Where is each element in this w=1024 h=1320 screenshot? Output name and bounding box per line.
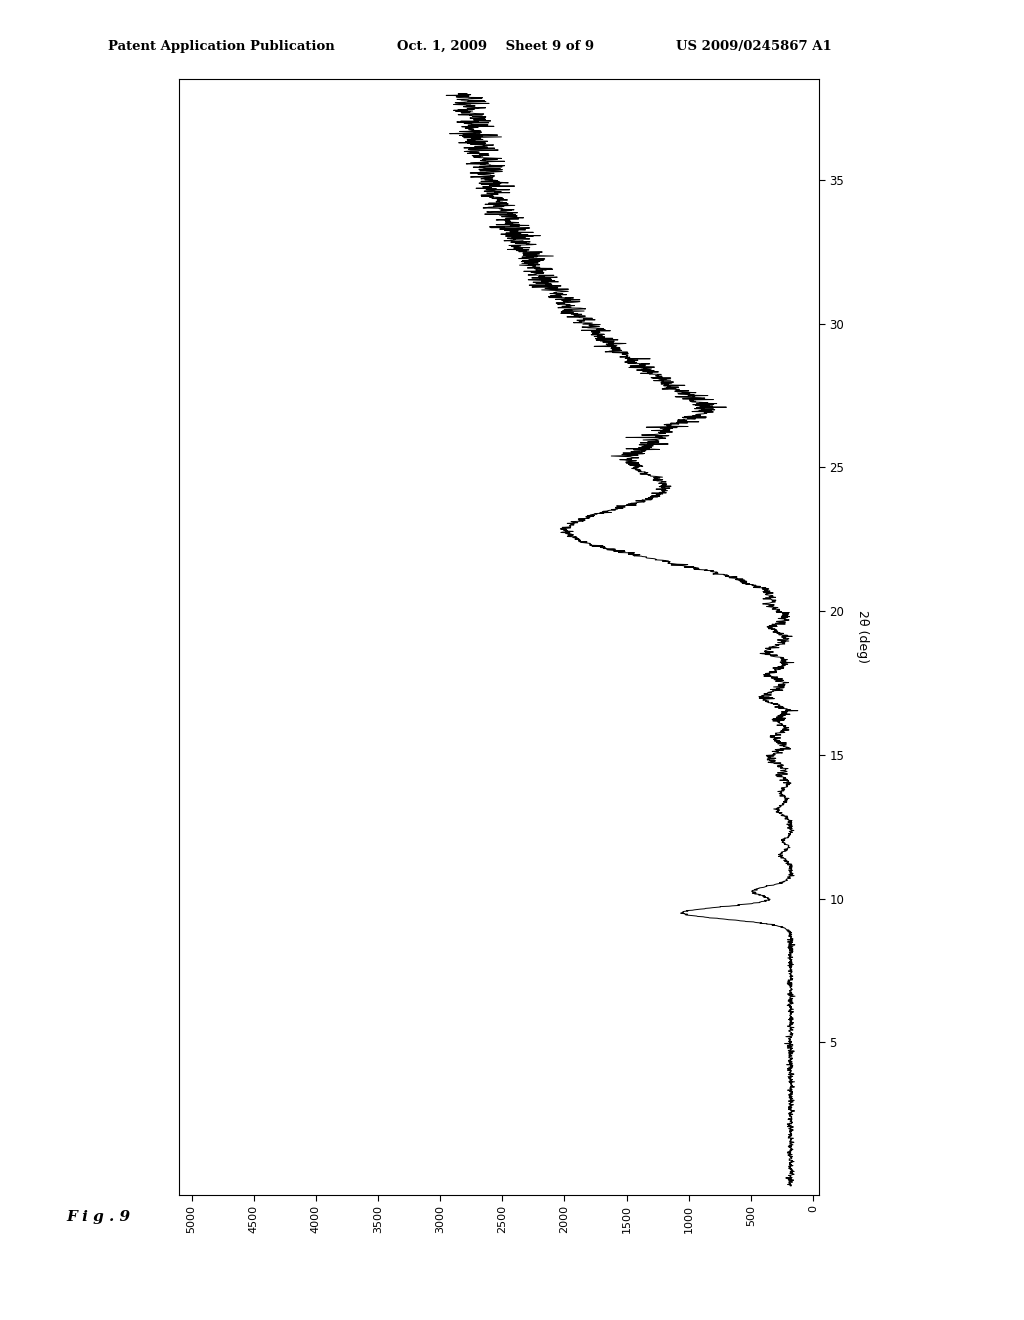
Y-axis label: 2θ (deg): 2θ (deg) — [856, 610, 869, 664]
Text: F i g . 9: F i g . 9 — [67, 1210, 131, 1224]
Text: Patent Application Publication: Patent Application Publication — [108, 40, 334, 53]
Text: US 2009/0245867 A1: US 2009/0245867 A1 — [676, 40, 831, 53]
Text: Oct. 1, 2009    Sheet 9 of 9: Oct. 1, 2009 Sheet 9 of 9 — [397, 40, 595, 53]
